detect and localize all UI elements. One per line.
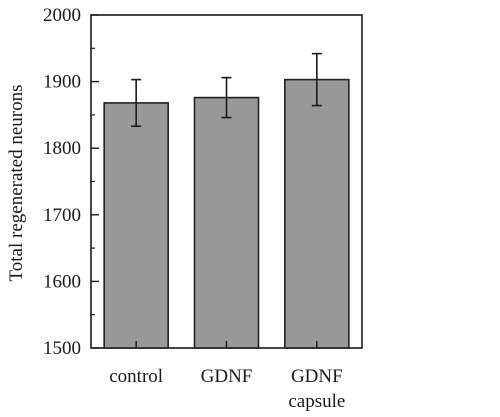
y-tick-label: 1900 <box>43 72 81 93</box>
y-tick-label: 1600 <box>43 271 81 292</box>
error-bars-group <box>131 52 322 128</box>
x-tick-label: GDNF <box>291 366 343 387</box>
x-axis: control GDNF GDNF capsule <box>109 341 345 412</box>
x-tick-label: control <box>109 366 163 387</box>
y-tick-label: 1700 <box>43 205 81 226</box>
bar <box>103 102 169 349</box>
bar <box>193 96 260 349</box>
y-tick-label: 1800 <box>43 138 81 159</box>
y-axis-title: Total regenerated neurons <box>6 84 27 281</box>
y-tick-label: 1500 <box>43 338 81 359</box>
x-tick-label: GDNF <box>201 366 253 387</box>
bar <box>284 78 350 349</box>
y-tick-label: 2000 <box>43 5 81 26</box>
bars-group <box>103 78 350 349</box>
x-tick-label: capsule <box>288 391 345 412</box>
y-axis: 1500 1600 1700 1800 1900 2000 <box>43 5 99 359</box>
